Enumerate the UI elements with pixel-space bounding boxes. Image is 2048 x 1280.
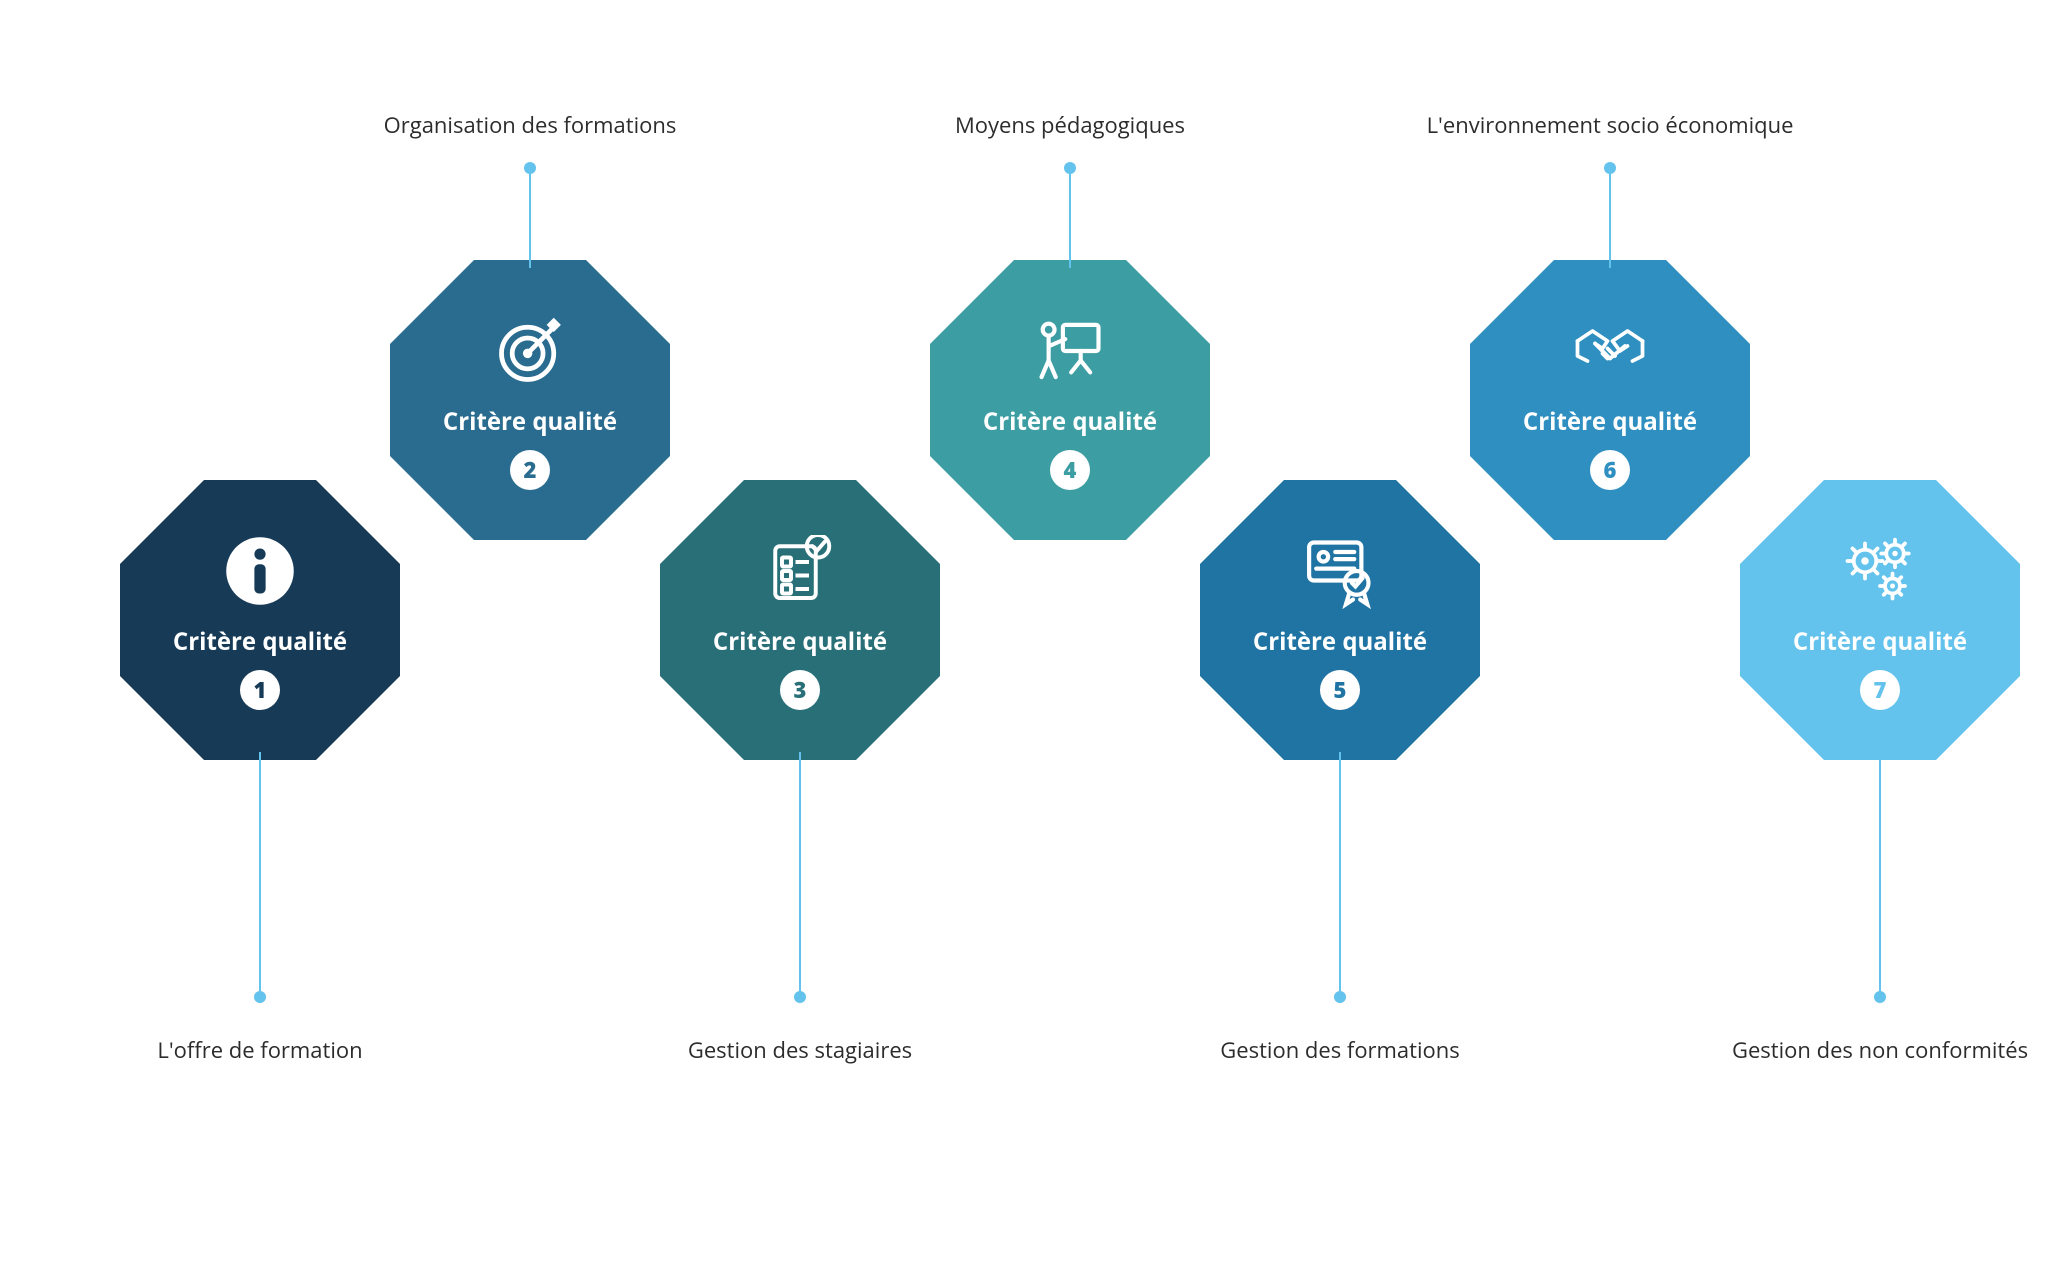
target-icon [490,311,570,391]
handshake-icon [1570,311,1650,391]
board-icon [1030,311,1110,391]
connector-dot [254,991,266,1003]
criteria-title: Critère qualité [443,405,617,438]
criteria-description: Gestion des formations [1220,1035,1460,1065]
connector-line [1609,168,1611,268]
checklist-icon [760,531,840,611]
criteria-number-badge: 2 [510,450,550,490]
criteria-octagon-2: Critère qualité 2 [390,260,670,540]
criteria-number-badge: 7 [1860,670,1900,710]
criteria-octagon-5: Critère qualité 5 [1200,480,1480,760]
certificate-icon [1300,531,1380,611]
connector-dot [1064,162,1076,174]
connector-dot [794,991,806,1003]
connector-dot [1334,991,1346,1003]
criteria-number-badge: 6 [1590,450,1630,490]
criteria-description: Gestion des stagiaires [688,1035,912,1065]
criteria-octagon-1: Critère qualité 1 [120,480,400,760]
criteria-description: Organisation des formations [384,110,677,140]
criteria-title: Critère qualité [173,625,347,658]
criteria-number-badge: 5 [1320,670,1360,710]
criteria-description: Gestion des non conformités [1732,1035,2028,1065]
criteria-description: Moyens pédagogiques [955,110,1185,140]
criteria-title: Critère qualité [1253,625,1427,658]
criteria-description: L'offre de formation [157,1035,362,1065]
connector-line [259,752,261,997]
connector-dot [524,162,536,174]
connector-dot [1604,162,1616,174]
connector-line [799,752,801,997]
criteria-description: L'environnement socio économique [1427,110,1794,140]
connector-line [1879,752,1881,997]
connector-line [1069,168,1071,268]
criteria-octagon-7: Critère qualité 7 [1740,480,2020,760]
diagram-canvas: Critère qualité 1 L'offre de formation Crit… [0,0,2048,1280]
criteria-number-badge: 1 [240,670,280,710]
info-icon [220,531,300,611]
gears-icon [1840,531,1920,611]
criteria-number-badge: 4 [1050,450,1090,490]
connector-dot [1874,991,1886,1003]
criteria-title: Critère qualité [1523,405,1697,438]
criteria-title: Critère qualité [983,405,1157,438]
criteria-octagon-4: Critère qualité 4 [930,260,1210,540]
criteria-number-badge: 3 [780,670,820,710]
criteria-octagon-6: Critère qualité 6 [1470,260,1750,540]
criteria-title: Critère qualité [713,625,887,658]
connector-line [1339,752,1341,997]
criteria-octagon-3: Critère qualité 3 [660,480,940,760]
connector-line [529,168,531,268]
criteria-title: Critère qualité [1793,625,1967,658]
